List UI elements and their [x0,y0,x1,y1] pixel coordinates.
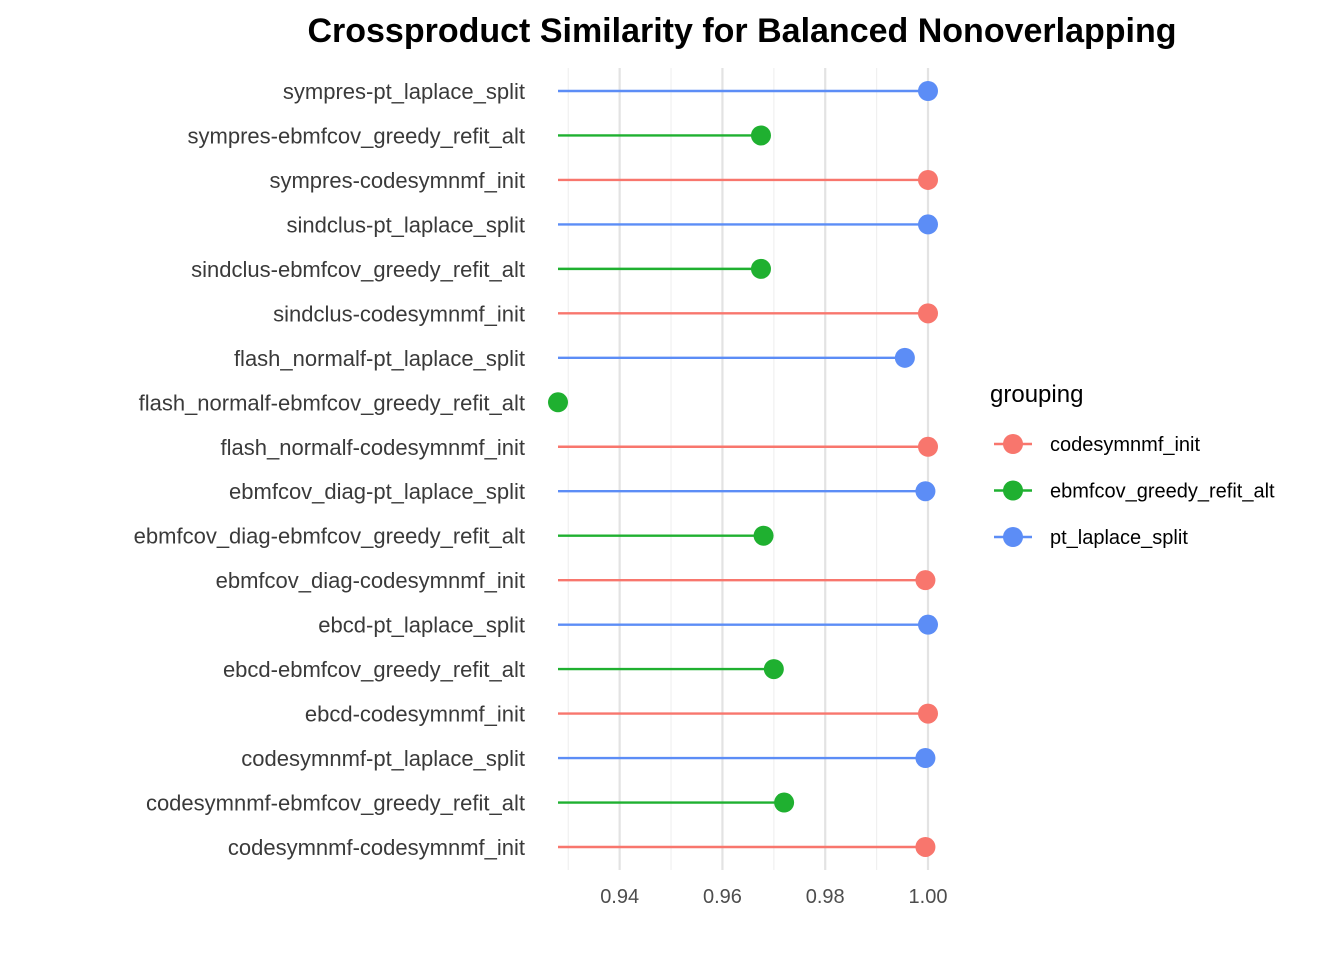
y-axis-label: flash_normalf-ebmfcov_greedy_refit_alt [139,390,525,415]
legend-key-point [1003,527,1023,547]
lollipop-point [750,258,771,279]
legend-key-point [1003,480,1023,501]
y-axis-label: ebmfcov_diag-ebmfcov_greedy_refit_alt [134,524,525,549]
legend-title: grouping [990,381,1083,408]
y-axis-label: sympres-codesymnmf_init [269,168,525,193]
lollipop-point [918,214,938,235]
y-axis-label: flash_normalf-pt_laplace_split [234,346,525,371]
lollipop-point [753,525,774,546]
lollipop-point [915,748,936,769]
lollipop-point [774,792,795,813]
lollipop-point [918,703,938,724]
y-axis-label: sindclus-codesymnmf_init [273,301,525,326]
y-axis-label: sindclus-ebmfcov_greedy_refit_alt [191,257,525,282]
lollipop-point [548,392,568,413]
y-axis-label: codesymnmf-ebmfcov_greedy_refit_alt [146,791,525,816]
x-tick-label: 1.00 [909,886,948,908]
lollipop-point [918,436,938,457]
lollipop-point [915,836,936,857]
legend: grouping codesymnmf_init ebmfcov_greedy_r… [990,381,1275,549]
y-axis-label: ebcd-ebmfcov_greedy_refit_alt [223,657,525,682]
lollipop-point [915,481,936,502]
legend-item: pt_laplace_split [994,527,1188,549]
legend-items: codesymnmf_init ebmfcov_greedy_refit_altp… [994,434,1275,549]
x-axis-ticks: 0.94 0.96 0.98 1.00 [600,886,947,908]
y-axis-label: sympres-pt_laplace_split [283,79,525,104]
x-tick-label: 0.94 [600,886,639,908]
y-axis-label: sympres-ebmfcov_greedy_refit_alt [188,123,525,148]
x-tick-label: 0.96 [703,886,742,908]
lollipop-point [918,303,938,324]
lollipop-point [894,347,915,368]
y-axis-label: codesymnmf-codesymnmf_init [228,835,525,860]
y-axis-label: flash_normalf-codesymnmf_init [221,435,525,460]
y-axis-label: ebmfcov_diag-codesymnmf_init [216,568,525,593]
y-axis-label: ebmfcov_diag-pt_laplace_split [229,479,525,504]
grid [567,68,930,870]
legend-item: ebmfcov_greedy_refit_alt [994,480,1275,503]
y-axis-label: ebcd-pt_laplace_split [318,613,525,638]
legend-key-point [1003,434,1023,454]
legend-label: pt_laplace_split [1050,527,1188,549]
lollipop-point [918,81,938,101]
x-tick-label: 0.98 [806,886,845,908]
lollipop-points [548,81,938,857]
lollipop-point [915,570,936,591]
lollipop-point [918,614,938,635]
lollipop-stems [558,89,928,849]
y-axis-label: sindclus-pt_laplace_split [287,212,525,237]
y-axis-label: ebcd-codesymnmf_init [305,702,525,727]
y-axis-labels: sympres-pt_laplace_split sympres-ebmfcov_… [134,79,525,860]
lollipop-point [750,125,771,146]
chart-title: Crossproduct Similarity for Balanced Non… [307,12,1176,50]
y-axis-label: codesymnmf-pt_laplace_split [241,746,525,771]
legend-item: codesymnmf_init [994,434,1201,456]
lollipop-point [763,659,784,680]
legend-label: ebmfcov_greedy_refit_alt [1050,481,1275,503]
lollipop-point [918,169,938,190]
legend-label: codesymnmf_init [1050,434,1201,456]
